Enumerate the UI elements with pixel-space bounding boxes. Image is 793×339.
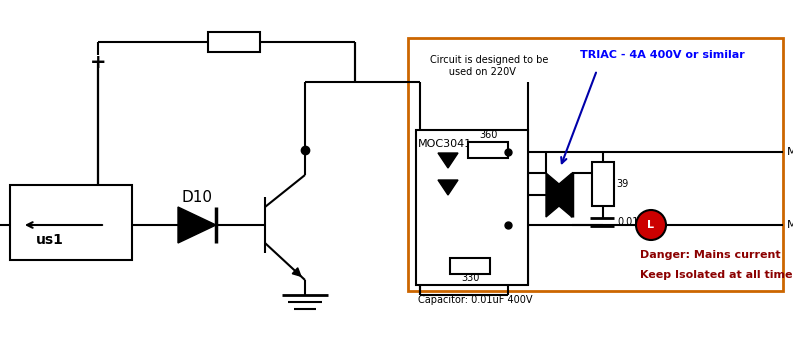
Text: Circuit is designed to be
      used on 220V: Circuit is designed to be used on 220V [430,55,549,77]
Text: MOC3041: MOC3041 [418,139,473,149]
Text: Danger: Mains current: Danger: Mains current [640,250,780,260]
Text: Capacitor: 0.01uF 400V: Capacitor: 0.01uF 400V [418,295,533,305]
Text: TRIAC - 4A 400V or similar: TRIAC - 4A 400V or similar [580,50,745,60]
Text: +: + [90,53,106,72]
Polygon shape [438,153,458,168]
Bar [408,38,783,291]
Text: 39: 39 [616,179,628,189]
Text: Keep Isolated at all times: Keep Isolated at all times [640,270,793,280]
Text: 360: 360 [479,130,497,140]
Polygon shape [546,173,572,217]
Bar [592,162,614,206]
Bar [468,142,508,158]
Text: L: L [648,220,654,230]
Text: Mains Live: Mains Live [787,147,793,157]
Text: Mains Neutral: Mains Neutral [787,220,793,230]
Text: 330: 330 [461,273,479,283]
Polygon shape [293,268,301,276]
Text: D10: D10 [182,191,213,205]
Polygon shape [546,173,572,217]
Bar [208,32,260,52]
Bar [450,258,490,274]
Text: 0.01: 0.01 [617,217,638,227]
Text: us1: us1 [36,233,64,247]
Bar [10,185,132,260]
Polygon shape [178,207,216,243]
Polygon shape [438,180,458,195]
Bar [416,130,528,285]
Circle shape [636,210,666,240]
